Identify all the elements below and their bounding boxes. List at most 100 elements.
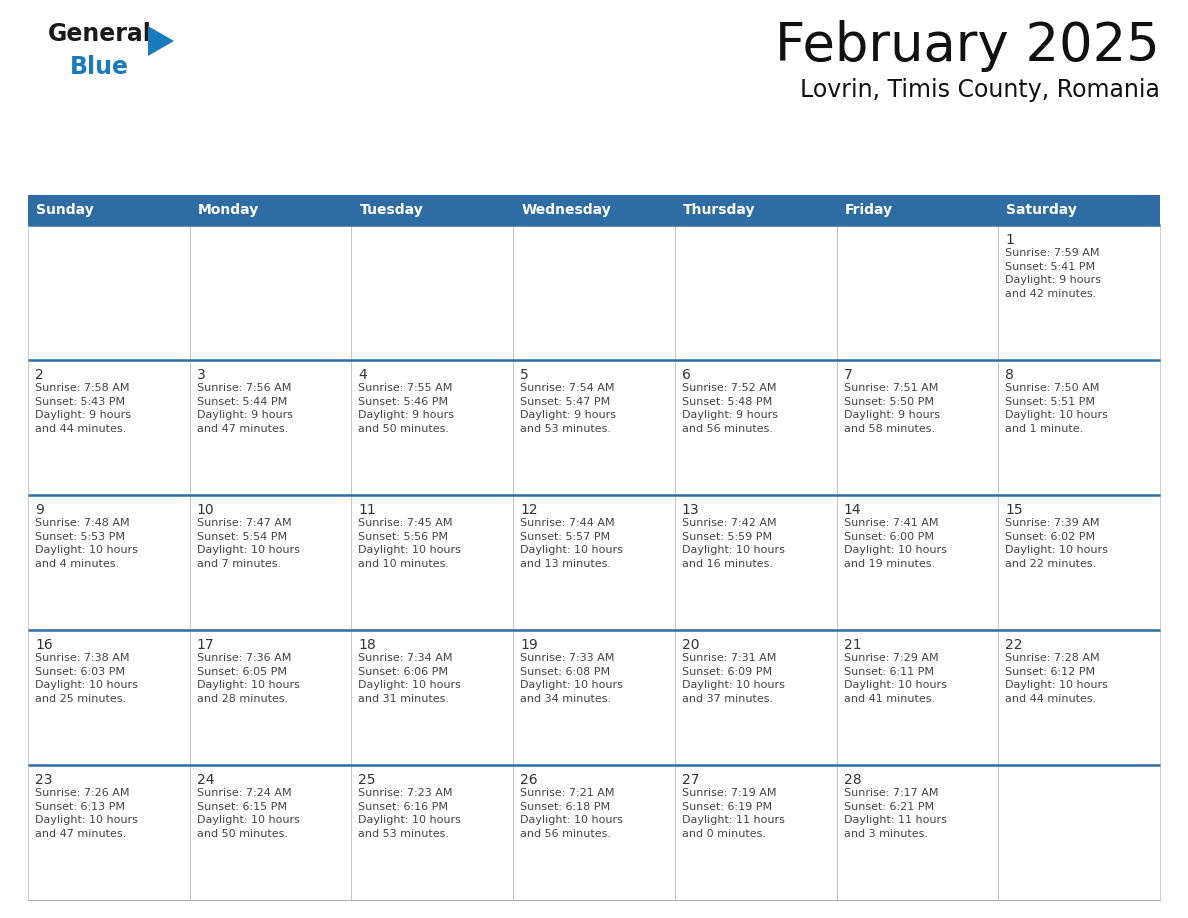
Bar [352,360,513,495]
Text: Sunrise: 7:58 AM
Sunset: 5:43 PM
Daylight: 9 hours
and 44 minutes.: Sunrise: 7:58 AM Sunset: 5:43 PM Dayligh… [34,383,131,434]
Text: February 2025: February 2025 [776,20,1159,72]
Bar [836,495,998,630]
Bar [190,195,352,225]
Text: 19: 19 [520,638,538,652]
Text: Sunrise: 7:38 AM
Sunset: 6:03 PM
Daylight: 10 hours
and 25 minutes.: Sunrise: 7:38 AM Sunset: 6:03 PM Dayligh… [34,653,138,704]
Text: 16: 16 [34,638,52,652]
Text: Sunrise: 7:45 AM
Sunset: 5:56 PM
Daylight: 10 hours
and 10 minutes.: Sunrise: 7:45 AM Sunset: 5:56 PM Dayligh… [359,518,461,569]
Text: 22: 22 [1005,638,1023,652]
Text: 12: 12 [520,503,538,517]
Bar [513,495,675,630]
Text: 5: 5 [520,368,529,382]
Bar [190,495,352,630]
Bar [190,360,352,495]
Text: Saturday: Saturday [1006,203,1078,217]
Text: Sunrise: 7:56 AM
Sunset: 5:44 PM
Daylight: 9 hours
and 47 minutes.: Sunrise: 7:56 AM Sunset: 5:44 PM Dayligh… [197,383,292,434]
Text: Sunrise: 7:29 AM
Sunset: 6:11 PM
Daylight: 10 hours
and 41 minutes.: Sunrise: 7:29 AM Sunset: 6:11 PM Dayligh… [843,653,947,704]
Text: 11: 11 [359,503,377,517]
Text: 20: 20 [682,638,700,652]
Bar [29,495,190,630]
Bar [352,225,513,360]
Bar [29,360,190,495]
Bar [998,765,1159,900]
Text: 26: 26 [520,773,538,787]
Text: Sunday: Sunday [36,203,94,217]
Text: 7: 7 [843,368,852,382]
Text: Lovrin, Timis County, Romania: Lovrin, Timis County, Romania [801,78,1159,102]
Polygon shape [148,26,173,56]
Text: Sunrise: 7:33 AM
Sunset: 6:08 PM
Daylight: 10 hours
and 34 minutes.: Sunrise: 7:33 AM Sunset: 6:08 PM Dayligh… [520,653,623,704]
Text: Tuesday: Tuesday [360,203,423,217]
Text: Sunrise: 7:28 AM
Sunset: 6:12 PM
Daylight: 10 hours
and 44 minutes.: Sunrise: 7:28 AM Sunset: 6:12 PM Dayligh… [1005,653,1108,704]
Text: Sunrise: 7:34 AM
Sunset: 6:06 PM
Daylight: 10 hours
and 31 minutes.: Sunrise: 7:34 AM Sunset: 6:06 PM Dayligh… [359,653,461,704]
Text: 14: 14 [843,503,861,517]
Bar [513,765,675,900]
Text: Sunrise: 7:42 AM
Sunset: 5:59 PM
Daylight: 10 hours
and 16 minutes.: Sunrise: 7:42 AM Sunset: 5:59 PM Dayligh… [682,518,785,569]
Text: Sunrise: 7:47 AM
Sunset: 5:54 PM
Daylight: 10 hours
and 7 minutes.: Sunrise: 7:47 AM Sunset: 5:54 PM Dayligh… [197,518,299,569]
Bar [513,225,675,360]
Text: Sunrise: 7:17 AM
Sunset: 6:21 PM
Daylight: 11 hours
and 3 minutes.: Sunrise: 7:17 AM Sunset: 6:21 PM Dayligh… [843,788,947,839]
Text: Friday: Friday [845,203,892,217]
Bar [998,360,1159,495]
Bar [513,195,675,225]
Text: 17: 17 [197,638,214,652]
Text: Sunrise: 7:24 AM
Sunset: 6:15 PM
Daylight: 10 hours
and 50 minutes.: Sunrise: 7:24 AM Sunset: 6:15 PM Dayligh… [197,788,299,839]
Text: 4: 4 [359,368,367,382]
Text: Sunrise: 7:52 AM
Sunset: 5:48 PM
Daylight: 9 hours
and 56 minutes.: Sunrise: 7:52 AM Sunset: 5:48 PM Dayligh… [682,383,778,434]
Bar [675,360,836,495]
Bar [836,225,998,360]
Bar [29,225,190,360]
Bar [675,630,836,765]
Bar [836,360,998,495]
Text: 27: 27 [682,773,700,787]
Text: 13: 13 [682,503,700,517]
Text: Blue: Blue [70,55,129,79]
Bar [998,630,1159,765]
Text: Sunrise: 7:48 AM
Sunset: 5:53 PM
Daylight: 10 hours
and 4 minutes.: Sunrise: 7:48 AM Sunset: 5:53 PM Dayligh… [34,518,138,569]
Text: 2: 2 [34,368,44,382]
Text: Wednesday: Wednesday [522,203,611,217]
Text: 8: 8 [1005,368,1015,382]
Text: Sunrise: 7:23 AM
Sunset: 6:16 PM
Daylight: 10 hours
and 53 minutes.: Sunrise: 7:23 AM Sunset: 6:16 PM Dayligh… [359,788,461,839]
Bar [836,630,998,765]
Text: General: General [48,22,152,46]
Text: 1: 1 [1005,233,1015,247]
Text: Sunrise: 7:55 AM
Sunset: 5:46 PM
Daylight: 9 hours
and 50 minutes.: Sunrise: 7:55 AM Sunset: 5:46 PM Dayligh… [359,383,455,434]
Text: Sunrise: 7:39 AM
Sunset: 6:02 PM
Daylight: 10 hours
and 22 minutes.: Sunrise: 7:39 AM Sunset: 6:02 PM Dayligh… [1005,518,1108,569]
Text: Sunrise: 7:44 AM
Sunset: 5:57 PM
Daylight: 10 hours
and 13 minutes.: Sunrise: 7:44 AM Sunset: 5:57 PM Dayligh… [520,518,623,569]
Text: 18: 18 [359,638,377,652]
Text: Sunrise: 7:50 AM
Sunset: 5:51 PM
Daylight: 10 hours
and 1 minute.: Sunrise: 7:50 AM Sunset: 5:51 PM Dayligh… [1005,383,1108,434]
Text: Sunrise: 7:31 AM
Sunset: 6:09 PM
Daylight: 10 hours
and 37 minutes.: Sunrise: 7:31 AM Sunset: 6:09 PM Dayligh… [682,653,785,704]
Bar [29,195,190,225]
Text: 3: 3 [197,368,206,382]
Text: 10: 10 [197,503,214,517]
Bar [998,495,1159,630]
Bar [352,630,513,765]
Text: 25: 25 [359,773,375,787]
Text: Sunrise: 7:21 AM
Sunset: 6:18 PM
Daylight: 10 hours
and 56 minutes.: Sunrise: 7:21 AM Sunset: 6:18 PM Dayligh… [520,788,623,839]
Bar [836,195,998,225]
Text: 9: 9 [34,503,44,517]
Text: 23: 23 [34,773,52,787]
Bar [29,765,190,900]
Text: 28: 28 [843,773,861,787]
Bar [352,765,513,900]
Bar [675,195,836,225]
Bar [190,765,352,900]
Text: Thursday: Thursday [683,203,756,217]
Bar [513,630,675,765]
Text: Sunrise: 7:59 AM
Sunset: 5:41 PM
Daylight: 9 hours
and 42 minutes.: Sunrise: 7:59 AM Sunset: 5:41 PM Dayligh… [1005,248,1101,298]
Text: Sunrise: 7:54 AM
Sunset: 5:47 PM
Daylight: 9 hours
and 53 minutes.: Sunrise: 7:54 AM Sunset: 5:47 PM Dayligh… [520,383,617,434]
Bar [352,495,513,630]
Bar [998,195,1159,225]
Bar [675,765,836,900]
Text: Sunrise: 7:19 AM
Sunset: 6:19 PM
Daylight: 11 hours
and 0 minutes.: Sunrise: 7:19 AM Sunset: 6:19 PM Dayligh… [682,788,785,839]
Bar [836,765,998,900]
Bar [513,360,675,495]
Bar [675,225,836,360]
Text: Sunrise: 7:36 AM
Sunset: 6:05 PM
Daylight: 10 hours
and 28 minutes.: Sunrise: 7:36 AM Sunset: 6:05 PM Dayligh… [197,653,299,704]
Bar [675,495,836,630]
Text: Sunrise: 7:26 AM
Sunset: 6:13 PM
Daylight: 10 hours
and 47 minutes.: Sunrise: 7:26 AM Sunset: 6:13 PM Dayligh… [34,788,138,839]
Bar [190,630,352,765]
Text: Sunrise: 7:41 AM
Sunset: 6:00 PM
Daylight: 10 hours
and 19 minutes.: Sunrise: 7:41 AM Sunset: 6:00 PM Dayligh… [843,518,947,569]
